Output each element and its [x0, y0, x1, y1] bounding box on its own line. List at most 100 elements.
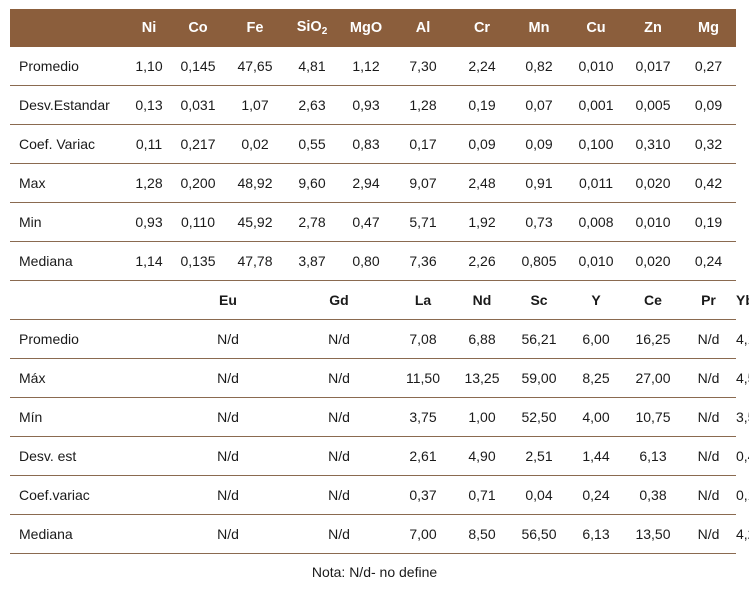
table1-cell: 0,24	[681, 241, 736, 281]
table2-header-la: La	[393, 280, 453, 320]
table2-cell: 2,51	[511, 436, 567, 476]
table2-cell: N/d	[171, 397, 285, 437]
table2-cell: N/d	[285, 514, 393, 554]
table1-row: Desv.Estandar 0,13 0,031 1,07 2,63 0,93 1,28 0,…	[10, 85, 736, 125]
table2-cell: N/d	[285, 397, 393, 437]
table2-row: Desv. est N/d N/d 2,61 4,90 2,51 1,44 6,13 N/d 0,…	[10, 436, 749, 476]
table2-row-label: Desv. est	[10, 436, 127, 476]
table1-cell: 0,100	[567, 124, 625, 164]
table2-cell: 10,75	[625, 397, 681, 437]
table2-cell: 8,50	[453, 514, 511, 554]
table1-cell: 1,10	[127, 47, 171, 86]
table1-row-label: Max	[10, 163, 127, 203]
table1-cell: 0,17	[393, 124, 453, 164]
table2-cell: N/d	[285, 475, 393, 515]
table2-cell: 7,08	[393, 319, 453, 359]
table2-cell: N/d	[285, 436, 393, 476]
table2-cell: 0,24	[567, 475, 625, 515]
table1-cell: 0,011	[567, 163, 625, 203]
table1-header-mgo: MgO	[339, 9, 393, 47]
table1-header-corner	[10, 9, 127, 47]
table1-cell: 0,02	[225, 124, 285, 164]
table2-spacer-cell	[127, 358, 171, 398]
table2-cell: 56,50	[511, 514, 567, 554]
table2-row-label: Máx	[10, 358, 127, 398]
table1-cell: 0,020	[625, 241, 681, 281]
table1-header-zn: Zn	[625, 9, 681, 47]
table2-cell: N/d	[285, 358, 393, 398]
table2-cell: 11,50	[393, 358, 453, 398]
table1-cell: 1,12	[339, 47, 393, 86]
table2-row: Coef.variac N/d N/d 0,37 0,71 0,04 0,24 0,38 N/d…	[10, 475, 749, 515]
table1-cell: 47,78	[225, 241, 285, 281]
table2-row-label: Promedio	[10, 319, 127, 359]
table2-cell: N/d	[681, 436, 736, 476]
table1-cell: 0,145	[171, 47, 225, 86]
table2-cell: 4,90	[453, 436, 511, 476]
table2-row-label: Mín	[10, 397, 127, 437]
table2-cell: N/d	[681, 397, 736, 437]
table2-cell: 8,25	[567, 358, 625, 398]
table1-header-sio2: SiO2	[285, 9, 339, 47]
table1-cell: 2,94	[339, 163, 393, 203]
table2-header-eu: Eu	[171, 280, 285, 320]
table1-cell: 0,020	[625, 163, 681, 203]
table2-cell: 52,50	[511, 397, 567, 437]
table1-cell: 0,19	[681, 202, 736, 242]
table1-cell: 45,92	[225, 202, 285, 242]
table1-header-cr: Cr	[453, 9, 511, 47]
table2-cell: N/d	[171, 475, 285, 515]
table1-cell: 0,73	[511, 202, 567, 242]
table2-cell: 0,71	[453, 475, 511, 515]
table1-row: Mediana 1,14 0,135 47,78 3,87 0,80 7,36 2,26 0,8…	[10, 241, 736, 281]
table2-cell: N/d	[171, 514, 285, 554]
table1-body: Promedio 1,10 0,145 47,65 4,81 1,12 7,30 2,24 0,…	[10, 47, 736, 281]
table1-header-cu: Cu	[567, 9, 625, 47]
table2-cell: 27,00	[625, 358, 681, 398]
table1-cell: 2,26	[453, 241, 511, 281]
table1-cell: 1,14	[127, 241, 171, 281]
statistics-table-container: Ni Co Fe SiO2 MgO Al Cr Mn Cu Zn Mg Prom…	[10, 9, 749, 554]
table2-cell: 13,50	[625, 514, 681, 554]
table1-cell: 0,82	[511, 47, 567, 86]
table1-cell: 0,91	[511, 163, 567, 203]
table1-cell: 0,80	[339, 241, 393, 281]
table1-cell: 2,24	[453, 47, 511, 86]
table1-cell: 2,48	[453, 163, 511, 203]
table1-cell: 0,42	[681, 163, 736, 203]
table1-header-co: Co	[171, 9, 225, 47]
table1-cell: 0,32	[681, 124, 736, 164]
table1-header-mn: Mn	[511, 9, 567, 47]
table1-cell: 0,09	[511, 124, 567, 164]
table2-spacer-cell	[127, 475, 171, 515]
table1-cell: 0,017	[625, 47, 681, 86]
table2-cell: 56,21	[511, 319, 567, 359]
table2-cell: 6,13	[625, 436, 681, 476]
table1-cell: 47,65	[225, 47, 285, 86]
table2-cell: 1,44	[567, 436, 625, 476]
table2-cell: 13,25	[453, 358, 511, 398]
table2-header-ce: Ce	[625, 280, 681, 320]
table2-row-label: Mediana	[10, 514, 127, 554]
table1-row-label: Coef. Variac	[10, 124, 127, 164]
table1-cell: 48,92	[225, 163, 285, 203]
table1-cell: 3,87	[285, 241, 339, 281]
table1-cell: 0,010	[625, 202, 681, 242]
table2-cell: 6,13	[567, 514, 625, 554]
table2-cell: N/d	[285, 319, 393, 359]
table2-cell: N/d	[681, 514, 736, 554]
table2-spacer-cell	[127, 397, 171, 437]
table1-cell: 0,001	[567, 85, 625, 125]
table1-cell: 0,005	[625, 85, 681, 125]
table1-cell: 0,031	[171, 85, 225, 125]
table1-cell: 0,217	[171, 124, 225, 164]
table1-cell: 0,83	[339, 124, 393, 164]
table1-cell: 0,11	[127, 124, 171, 164]
table2-cell: N/d	[171, 319, 285, 359]
table2-row: Promedio N/d N/d 7,08 6,88 56,21 6,00 16,25 N/d 4…	[10, 319, 749, 359]
table1-cell: 0,09	[453, 124, 511, 164]
table1-row: Coef. Variac 0,11 0,217 0,02 0,55 0,83 0,17 0,0…	[10, 124, 736, 164]
table1-cell: 0,93	[127, 202, 171, 242]
table2-cell: N/d	[171, 436, 285, 476]
table1-cell: 0,27	[681, 47, 736, 86]
